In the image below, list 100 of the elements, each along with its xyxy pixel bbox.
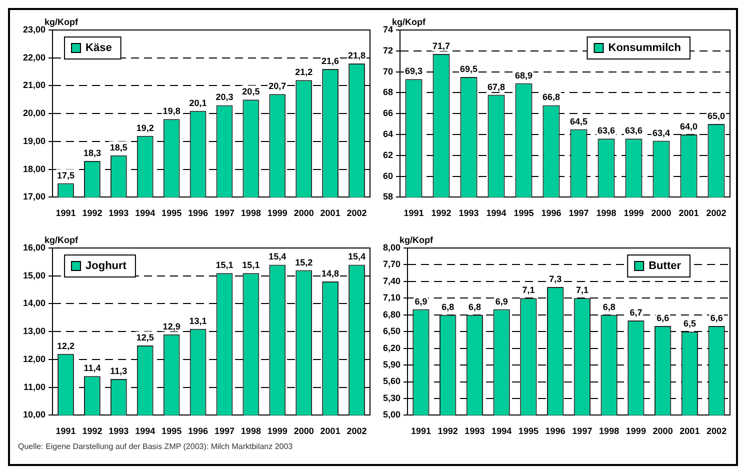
y-tick-label: 58 bbox=[382, 192, 394, 202]
data-label: 15,4 bbox=[348, 252, 366, 262]
source-note: Quelle: Eigene Darstellung auf der Basis ZMP (2003): Milch Marktbilanz 2003 bbox=[18, 442, 293, 451]
y-tick-label: 68 bbox=[382, 87, 394, 98]
data-label: 71,7 bbox=[432, 41, 450, 52]
x-tick-label: 1992 bbox=[82, 208, 102, 218]
y-tick-label: 12,00 bbox=[22, 354, 46, 364]
y-tick-label: 62 bbox=[382, 150, 394, 160]
data-label: 7,3 bbox=[549, 274, 562, 284]
y-tick-label: 20,00 bbox=[22, 108, 46, 118]
y-tick-label: 66 bbox=[382, 108, 394, 118]
data-label: 63,6 bbox=[624, 126, 643, 136]
data-label: 6,8 bbox=[602, 302, 616, 312]
data-label: 63,6 bbox=[597, 126, 616, 136]
x-tick-label: 1996 bbox=[541, 208, 562, 218]
x-tick-label: 1996 bbox=[188, 208, 208, 218]
data-label: 69,5 bbox=[460, 64, 478, 74]
data-label: 21,8 bbox=[348, 50, 366, 60]
data-label: 15,2 bbox=[295, 257, 313, 268]
x-tick-label: 1994 bbox=[492, 426, 512, 436]
x-tick-label: 1998 bbox=[240, 426, 261, 436]
data-label: 18,3 bbox=[83, 148, 101, 158]
data-label: 63,4 bbox=[652, 128, 670, 138]
y-tick-label: 15,00 bbox=[22, 270, 46, 280]
y-tick-label: 18,00 bbox=[22, 164, 46, 174]
x-tick-label: 1999 bbox=[267, 426, 288, 436]
x-tick-label: 1999 bbox=[267, 208, 288, 218]
y-tick-label: 23,00 bbox=[22, 24, 46, 34]
x-tick-label: 1996 bbox=[188, 426, 208, 436]
x-tick-label: 1994 bbox=[135, 208, 156, 218]
x-tick-label: 1999 bbox=[624, 208, 644, 218]
data-label: 20,3 bbox=[216, 92, 234, 102]
y-tick-label: 16,00 bbox=[22, 242, 46, 252]
data-label: 7,1 bbox=[576, 285, 588, 296]
x-tick-label: 1991 bbox=[404, 208, 424, 218]
data-label: 6,6 bbox=[710, 313, 723, 324]
y-tick-label: 11,00 bbox=[23, 382, 46, 392]
y-tick-label: 19,00 bbox=[22, 136, 46, 146]
data-label: 20,7 bbox=[268, 81, 286, 92]
y-tick-label: 7,70 bbox=[382, 259, 401, 270]
x-tick-label: 2001 bbox=[320, 426, 340, 436]
x-tick-label: 1993 bbox=[464, 426, 485, 436]
data-label: 15,1 bbox=[242, 260, 260, 270]
data-label: 14,8 bbox=[322, 268, 340, 278]
y-tick-label: 21,00 bbox=[22, 80, 46, 90]
y-tick-label: 6,20 bbox=[382, 342, 401, 353]
data-label: 19,2 bbox=[136, 122, 154, 133]
data-label: 6,9 bbox=[414, 296, 428, 306]
data-label: 67,8 bbox=[487, 82, 506, 92]
y-tick-label: 5,30 bbox=[382, 392, 401, 403]
data-label: 68,9 bbox=[514, 70, 533, 80]
data-label: 15,4 bbox=[268, 252, 286, 262]
data-label: 66,8 bbox=[542, 92, 560, 102]
data-label: 6,8 bbox=[468, 302, 481, 312]
y-tick-label: 6,50 bbox=[382, 326, 401, 336]
x-tick-label: 1994 bbox=[486, 208, 506, 218]
data-label: 11,4 bbox=[84, 363, 101, 374]
legend-label: Konsummilch bbox=[608, 42, 682, 54]
x-tick-label: 1991 bbox=[56, 208, 76, 218]
y-tick-label: 5,00 bbox=[382, 410, 401, 420]
y-tick-label: 22,00 bbox=[22, 52, 46, 62]
data-label: 6,9 bbox=[495, 296, 508, 306]
y-tick-label: 5,90 bbox=[382, 360, 401, 370]
x-tick-label: 1992 bbox=[82, 426, 102, 436]
data-label: 12,5 bbox=[136, 332, 154, 343]
x-tick-label: 1997 bbox=[568, 208, 589, 218]
data-label: 18,5 bbox=[110, 142, 128, 152]
data-label: 20,1 bbox=[189, 98, 207, 108]
legend-label: Käse bbox=[86, 42, 112, 54]
y-tick-label: 74 bbox=[382, 24, 394, 34]
x-tick-label: 2001 bbox=[678, 208, 699, 218]
y-tick-label: 70 bbox=[382, 66, 394, 76]
y-tick-label: 60 bbox=[382, 170, 394, 181]
x-tick-label: 1991 bbox=[410, 426, 431, 436]
x-tick-label: 2002 bbox=[706, 208, 726, 218]
data-label: 12,2 bbox=[56, 340, 75, 351]
y-tick-label: 7,40 bbox=[382, 276, 401, 286]
data-label: 17,5 bbox=[56, 170, 75, 180]
y-tick-label: 7,10 bbox=[382, 292, 401, 303]
data-label: 15,1 bbox=[216, 260, 234, 270]
x-tick-label: 1995 bbox=[518, 426, 538, 436]
x-tick-label: 1999 bbox=[626, 426, 646, 436]
data-label: 69,3 bbox=[404, 66, 423, 76]
y-tick-label: 13,00 bbox=[22, 326, 46, 336]
x-tick-label: 1998 bbox=[240, 208, 261, 218]
data-label: 13,1 bbox=[189, 316, 207, 326]
y-tick-label: 5,60 bbox=[382, 376, 401, 386]
x-tick-label: 1992 bbox=[438, 426, 458, 436]
data-label: 64,0 bbox=[680, 121, 698, 132]
y-tick-label: 72 bbox=[382, 45, 394, 56]
x-tick-label: 1996 bbox=[545, 426, 566, 436]
x-tick-label: 1995 bbox=[162, 208, 182, 218]
y-axis-title: kg/Kopf bbox=[44, 234, 80, 245]
legend-label: Joghurt bbox=[86, 260, 127, 272]
y-tick-label: 6,80 bbox=[382, 309, 401, 320]
x-tick-label: 1998 bbox=[596, 208, 616, 218]
x-tick-label: 1993 bbox=[458, 208, 479, 218]
data-label: 19,8 bbox=[162, 106, 180, 116]
x-tick-label: 1998 bbox=[599, 426, 620, 436]
x-tick-label: 1995 bbox=[162, 426, 182, 436]
